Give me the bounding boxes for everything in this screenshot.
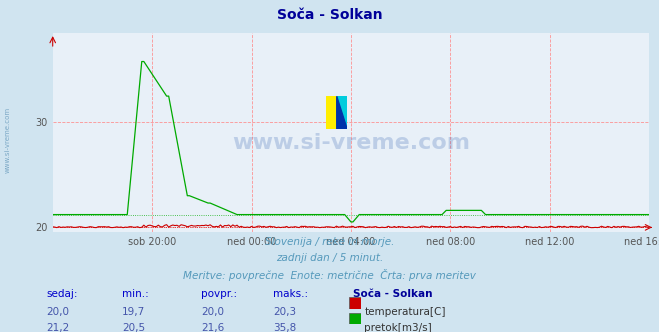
Text: 35,8: 35,8 [273,323,297,332]
Text: temperatura[C]: temperatura[C] [364,307,446,317]
Text: 20,5: 20,5 [122,323,145,332]
Text: Soča - Solkan: Soča - Solkan [353,289,432,299]
Text: 21,6: 21,6 [201,323,224,332]
Text: pretok[m3/s]: pretok[m3/s] [364,323,432,332]
Text: Slovenija / reke in morje.: Slovenija / reke in morje. [265,237,394,247]
Text: zadnji dan / 5 minut.: zadnji dan / 5 minut. [276,253,383,263]
Text: povpr.:: povpr.: [201,289,237,299]
Text: www.si-vreme.com: www.si-vreme.com [5,106,11,173]
Polygon shape [337,96,347,129]
Polygon shape [337,96,347,129]
Text: 20,0: 20,0 [201,307,224,317]
Text: Soča - Solkan: Soča - Solkan [277,8,382,22]
Bar [326,96,337,129]
Text: maks.:: maks.: [273,289,308,299]
Text: 21,2: 21,2 [46,323,69,332]
Text: Meritve: povprečne  Enote: metrične  Črta: prva meritev: Meritve: povprečne Enote: metrične Črta:… [183,269,476,281]
Text: min.:: min.: [122,289,149,299]
Text: www.si-vreme.com: www.si-vreme.com [232,133,470,153]
Text: 20,0: 20,0 [46,307,69,317]
Text: 20,3: 20,3 [273,307,297,317]
Text: sedaj:: sedaj: [46,289,78,299]
Text: 19,7: 19,7 [122,307,145,317]
